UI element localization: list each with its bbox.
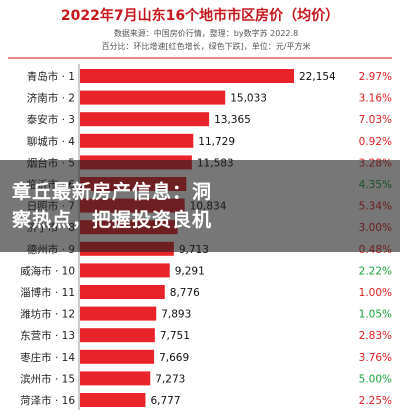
growth-label: 5.00%	[359, 373, 392, 385]
bar	[80, 328, 155, 343]
growth-label: 2.83%	[359, 330, 392, 342]
category-label: 威海市 · 10	[20, 264, 75, 277]
category-label: 潍坊市 · 12	[20, 308, 75, 321]
bar	[80, 306, 157, 321]
value-label: 22,154	[299, 71, 336, 83]
value-label: 7,893	[161, 309, 191, 321]
value-label: 13,365	[214, 114, 251, 126]
headline-line-1: 章丘最新房产信息：洞	[12, 181, 213, 203]
bar	[80, 349, 155, 364]
chart-subtitle: 数据来源：中国房价行情，整理：by数字苏 2022.8	[114, 28, 298, 38]
value-label: 7,669	[159, 352, 189, 364]
growth-label: 1.00%	[359, 287, 392, 299]
bar	[80, 285, 165, 299]
value-label: 9,291	[175, 265, 205, 277]
growth-label: 2.97%	[359, 71, 392, 83]
value-label: 6,777	[150, 395, 180, 407]
bar	[80, 263, 170, 278]
category-label: 淄博市 · 11	[20, 286, 75, 299]
category-label: 滨州市 · 15	[20, 372, 75, 385]
bar	[80, 90, 226, 105]
bar	[80, 69, 294, 83]
value-label: 7,273	[155, 373, 185, 385]
category-label: 青岛市 · 1	[27, 70, 75, 83]
bar	[80, 112, 210, 127]
value-label: 7,751	[160, 330, 190, 342]
value-label: 15,033	[230, 93, 267, 105]
headline-line-2: 察热点，把握投资良机	[12, 209, 213, 231]
growth-label: 2.22%	[359, 265, 392, 277]
growth-label: 1.05%	[359, 309, 392, 321]
category-label: 东营市 · 13	[20, 329, 75, 342]
value-label: 11,729	[198, 136, 235, 148]
chart-legend-note: 百分比：环比增速[红色增长，绿色下跌]，单位：元/平方米	[102, 41, 311, 51]
growth-label: 3.16%	[359, 93, 392, 105]
growth-label: 2.25%	[359, 395, 392, 407]
bar	[80, 133, 194, 148]
growth-label: 7.03%	[359, 114, 392, 126]
category-label: 聊城市 · 4	[27, 135, 76, 148]
category-label: 济南市 · 2	[27, 92, 75, 105]
category-label: 泰安市 · 3	[27, 113, 75, 126]
chart-title: 2022年7月山东16个地市市区房价（均价）	[61, 7, 339, 24]
bar	[80, 393, 146, 407]
category-label: 菏泽市 · 16	[20, 394, 75, 407]
category-label: 枣庄市 · 14	[20, 351, 75, 364]
bar	[80, 371, 151, 386]
value-label: 8,776	[170, 287, 200, 299]
growth-label: 0.92%	[359, 136, 392, 148]
growth-label: 3.76%	[359, 352, 392, 364]
headline-overlay: 章丘最新房产信息：洞 察热点，把握投资良机	[0, 160, 400, 252]
